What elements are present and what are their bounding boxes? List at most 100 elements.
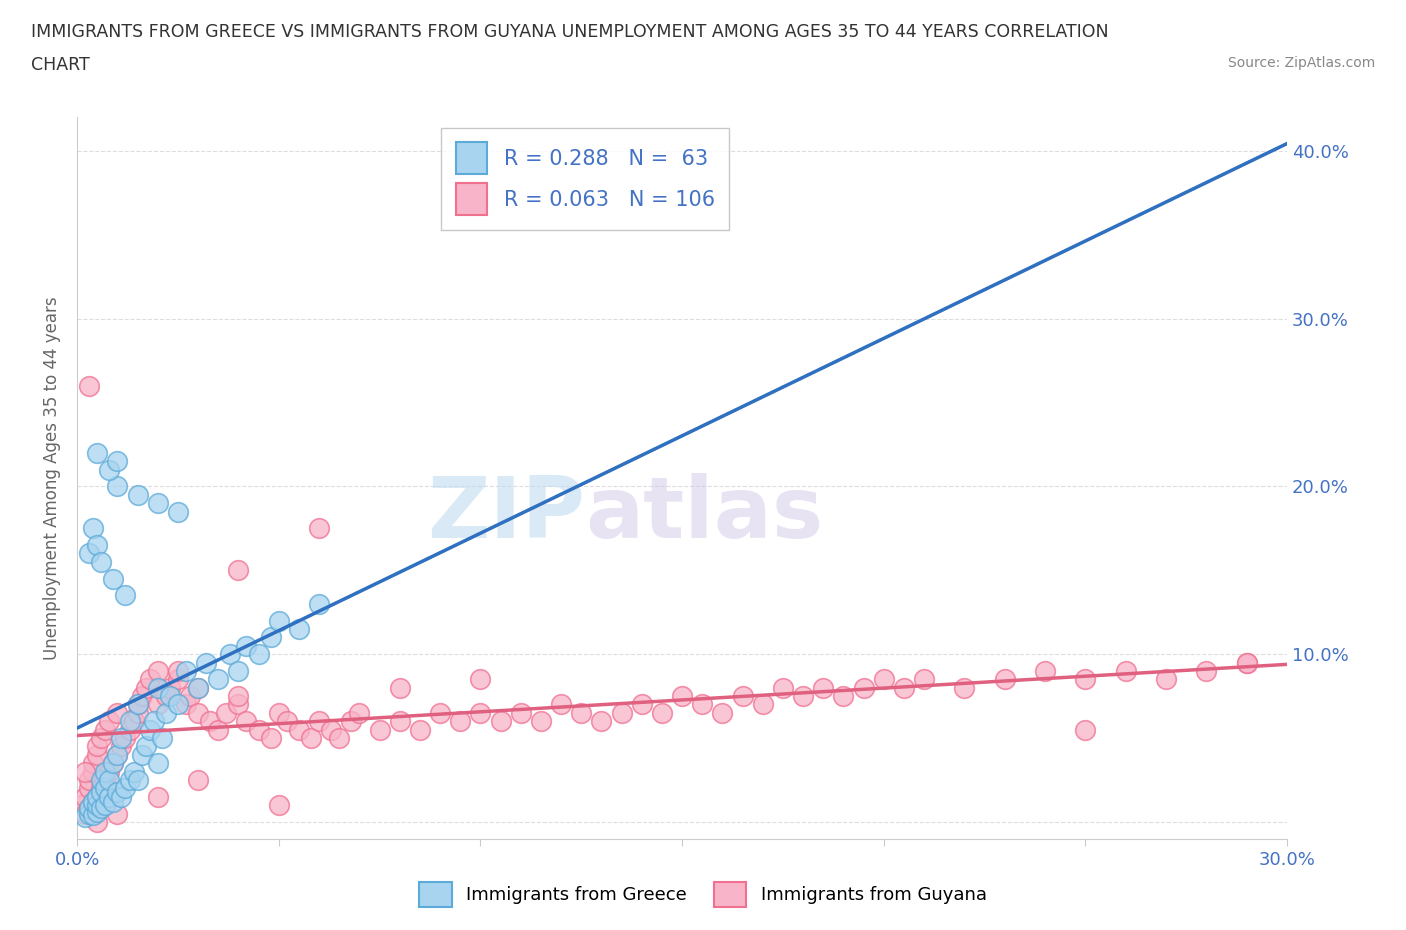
Point	[751, 698, 773, 712]
Point	[107, 806, 129, 821]
Point	[146, 496, 169, 511]
Point	[77, 781, 100, 796]
Point	[167, 663, 190, 678]
Point	[127, 706, 149, 721]
Point	[288, 723, 311, 737]
Point	[671, 688, 693, 703]
Point	[299, 731, 322, 746]
Point	[127, 773, 149, 788]
Point	[82, 756, 104, 771]
Point	[135, 680, 157, 695]
Point	[70, 798, 93, 813]
Point	[90, 554, 112, 569]
Point	[86, 538, 108, 552]
Point	[174, 663, 197, 678]
Point	[138, 671, 160, 686]
Point	[690, 698, 713, 712]
Point	[82, 808, 104, 823]
Point	[77, 379, 100, 393]
Point	[1236, 655, 1258, 670]
Point	[82, 794, 104, 809]
Point	[146, 790, 169, 804]
Point	[953, 680, 976, 695]
Point	[86, 739, 108, 754]
Point	[569, 706, 592, 721]
Point	[449, 714, 471, 729]
Point	[77, 546, 100, 561]
Point	[90, 784, 112, 799]
Point	[610, 706, 633, 721]
Point	[94, 773, 117, 788]
Point	[114, 588, 136, 603]
Point	[1236, 655, 1258, 670]
Point	[103, 756, 125, 771]
Point	[852, 680, 875, 695]
Point	[813, 680, 835, 695]
Point	[873, 671, 896, 686]
Point	[276, 714, 298, 729]
Point	[107, 748, 129, 763]
Point	[288, 621, 311, 636]
Point	[235, 714, 257, 729]
Point	[110, 731, 132, 746]
Point	[591, 714, 613, 729]
Point	[127, 698, 149, 712]
Text: CHART: CHART	[31, 56, 90, 73]
Text: ZIP: ZIP	[427, 472, 585, 555]
Point	[179, 688, 201, 703]
Point	[155, 688, 177, 703]
Point	[187, 706, 209, 721]
Point	[215, 706, 238, 721]
Point	[82, 521, 104, 536]
Point	[146, 663, 169, 678]
Point	[388, 680, 411, 695]
Point	[167, 671, 190, 686]
Point	[470, 706, 492, 721]
Point	[94, 798, 117, 813]
Point	[103, 571, 125, 586]
Point	[651, 706, 673, 721]
Point	[122, 764, 145, 779]
Point	[90, 781, 112, 796]
Point	[219, 646, 242, 661]
Point	[429, 706, 451, 721]
Point	[118, 714, 141, 729]
Point	[94, 723, 117, 737]
Point	[308, 521, 330, 536]
Point	[1115, 663, 1137, 678]
Point	[110, 739, 132, 754]
Point	[127, 487, 149, 502]
Point	[86, 790, 108, 804]
Point	[340, 714, 363, 729]
Point	[118, 773, 141, 788]
Point	[711, 706, 734, 721]
Point	[94, 764, 117, 779]
Point	[912, 671, 935, 686]
Point	[98, 764, 121, 779]
Point	[90, 731, 112, 746]
Point	[75, 790, 97, 804]
Point	[267, 798, 290, 813]
Point	[198, 714, 221, 729]
Point	[127, 698, 149, 712]
Point	[187, 773, 209, 788]
Text: Source: ZipAtlas.com: Source: ZipAtlas.com	[1227, 56, 1375, 70]
Point	[107, 784, 129, 799]
Point	[146, 698, 169, 712]
Point	[260, 630, 283, 644]
Point	[86, 790, 108, 804]
Point	[388, 714, 411, 729]
Point	[86, 748, 108, 763]
Point	[349, 706, 371, 721]
Point	[731, 688, 754, 703]
Point	[103, 756, 125, 771]
Point	[75, 764, 97, 779]
Point	[118, 723, 141, 737]
Point	[82, 764, 104, 779]
Point	[94, 781, 117, 796]
Point	[98, 773, 121, 788]
Point	[1154, 671, 1177, 686]
Point	[630, 698, 652, 712]
Point	[77, 773, 100, 788]
Point	[1074, 723, 1097, 737]
